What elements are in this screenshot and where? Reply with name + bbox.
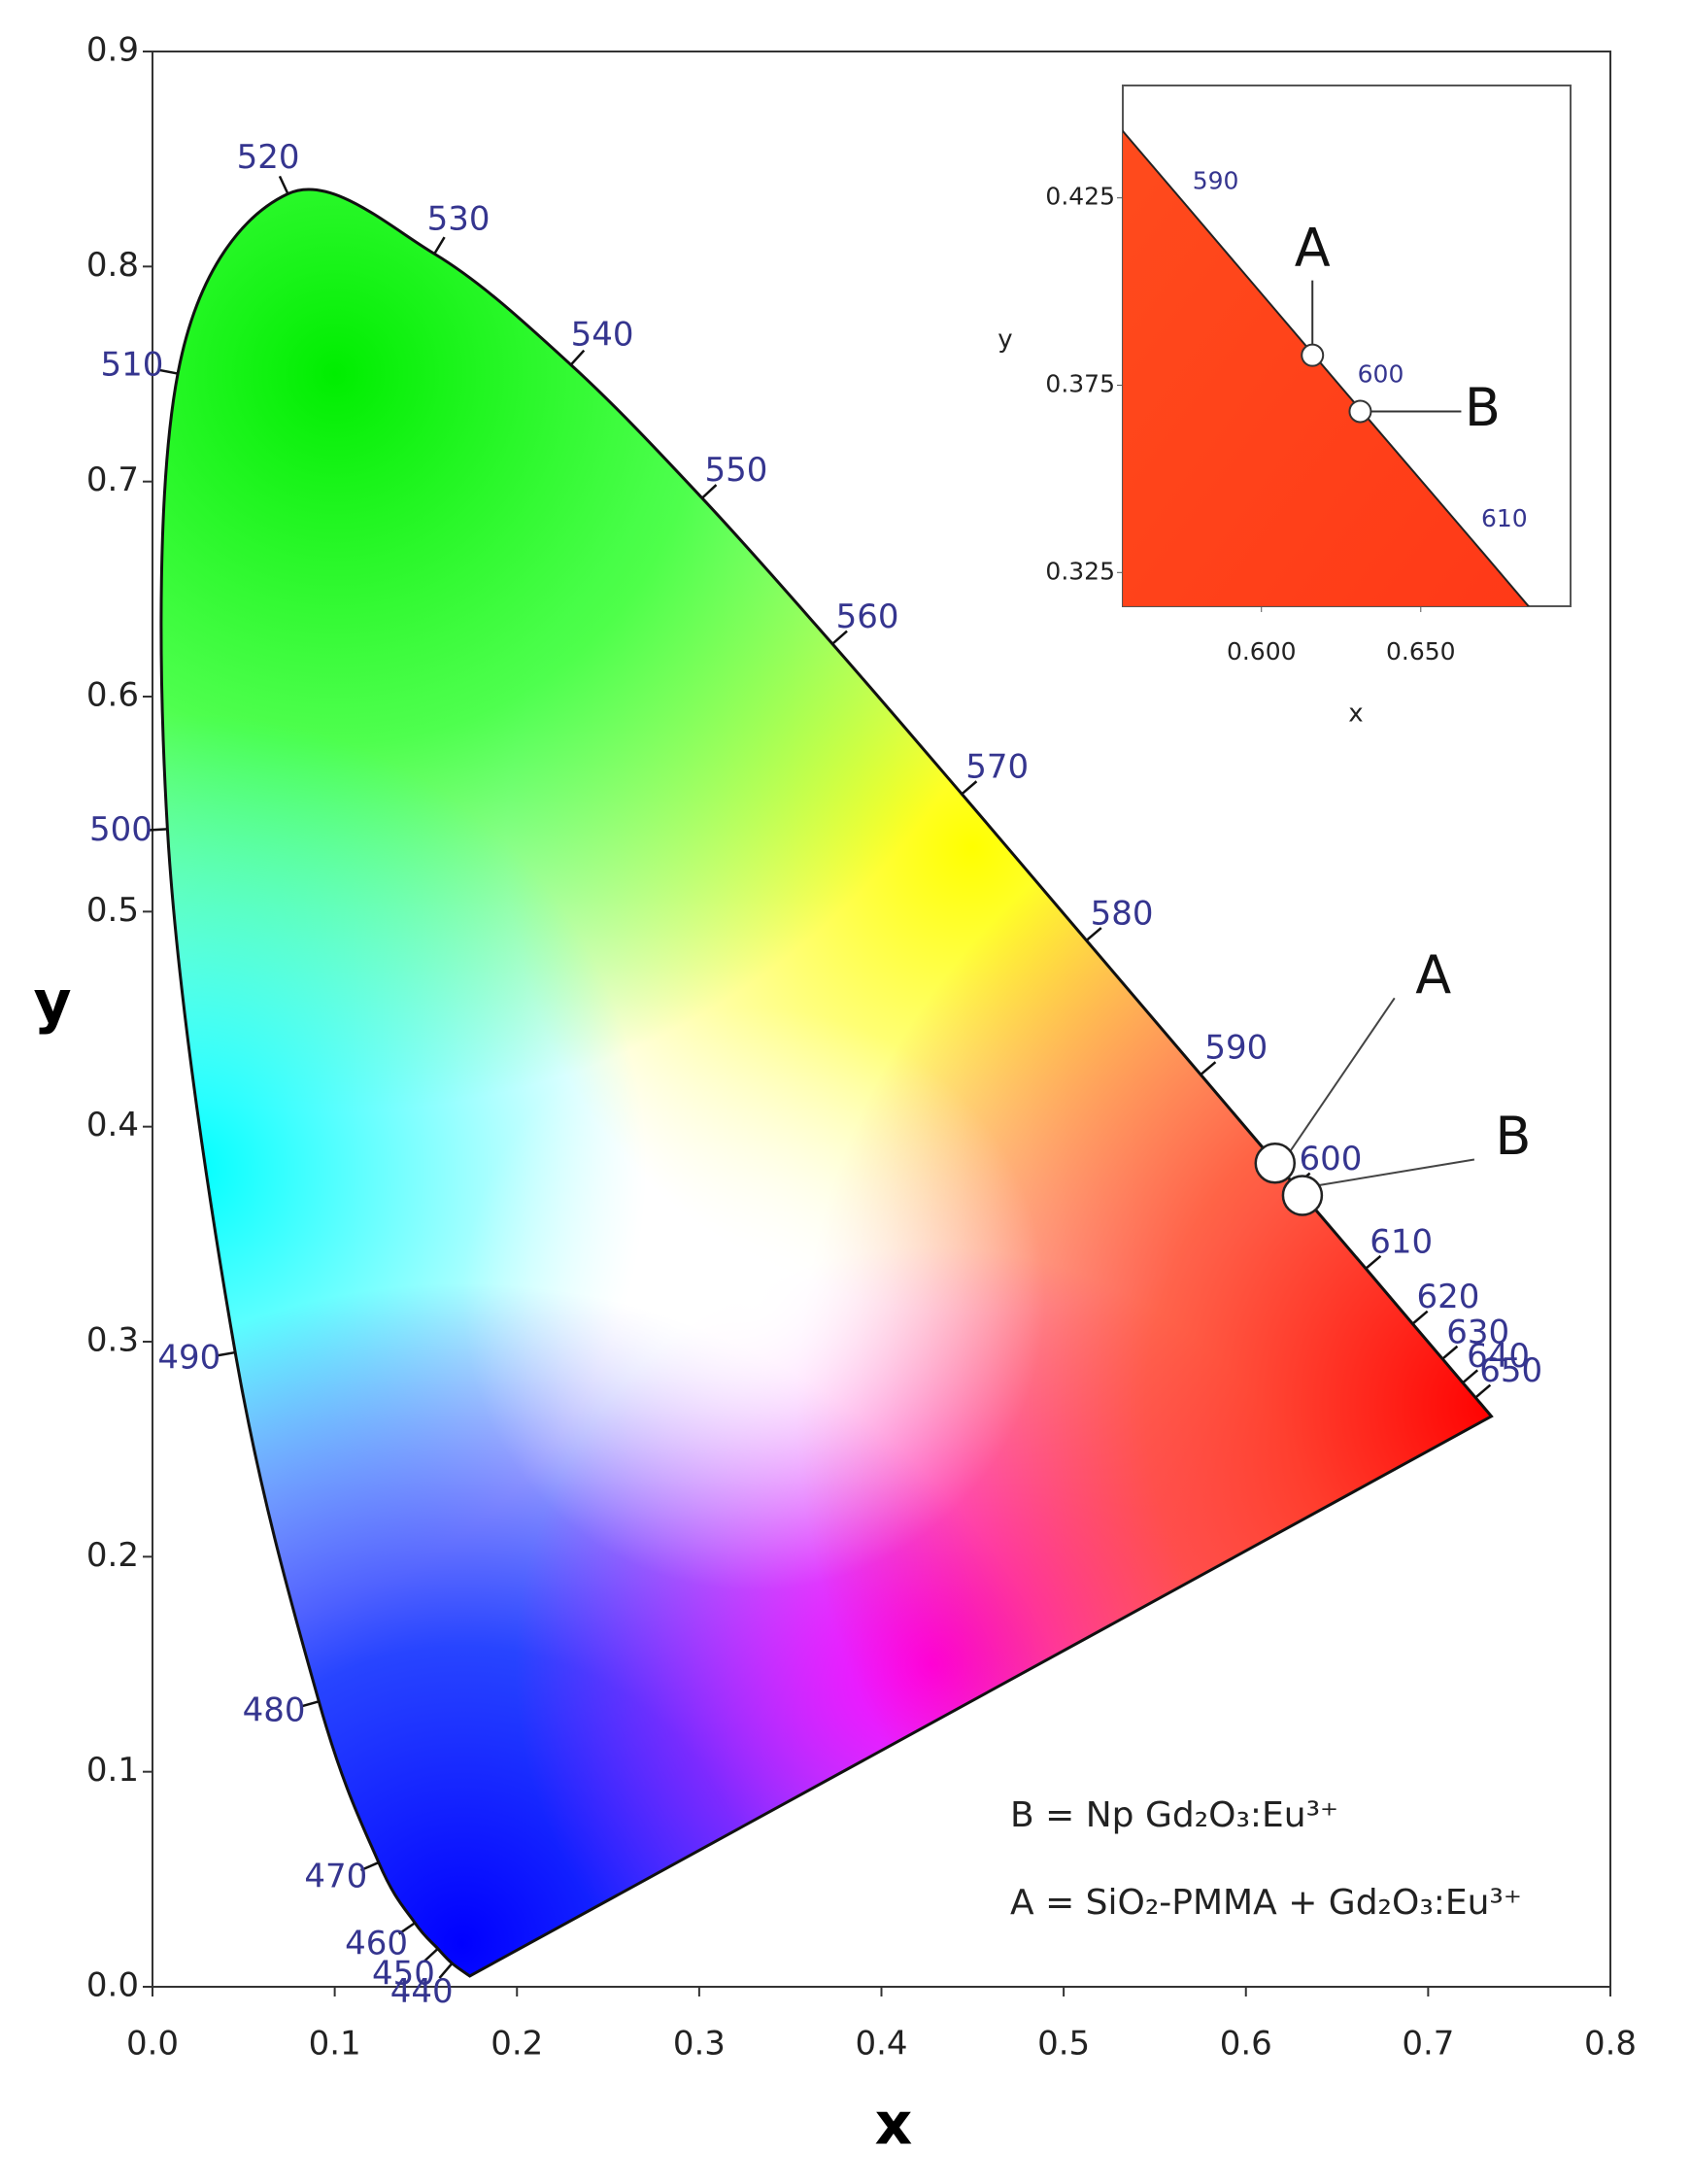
wavelength-label: 460 bbox=[345, 1924, 408, 1962]
wavelength-tick bbox=[1365, 1254, 1382, 1270]
wavelength-tick bbox=[359, 1860, 380, 1872]
x-tick-label: 0.4 bbox=[855, 2025, 907, 2064]
x-tick-label: 0.1 bbox=[309, 2025, 361, 2064]
inset-y-tick-label: 0.325 bbox=[1045, 557, 1115, 585]
wavelength-tick bbox=[1474, 1383, 1492, 1399]
wavelength-label: 450 bbox=[372, 1954, 435, 1993]
inset-y-tick-label: 0.425 bbox=[1045, 183, 1115, 211]
inset-wavelength-label: 600 bbox=[1358, 360, 1404, 389]
wavelength-tick bbox=[1085, 927, 1102, 941]
wavelength-tick bbox=[278, 175, 289, 195]
wavelength-label: 650 bbox=[1479, 1351, 1542, 1390]
wavelength-label: 490 bbox=[157, 1338, 220, 1377]
wavelength-label: 480 bbox=[243, 1691, 306, 1730]
x-tick-label: 0.5 bbox=[1037, 2025, 1090, 2064]
wavelength-label: 580 bbox=[1091, 895, 1154, 934]
x-tick-label: 0.6 bbox=[1220, 2025, 1272, 2064]
y-tick-label: 0.6 bbox=[86, 676, 139, 715]
point-label: A bbox=[1415, 944, 1451, 1006]
wavelength-label: 510 bbox=[100, 346, 163, 385]
x-tick-label: 0.2 bbox=[490, 2025, 543, 2064]
inset-point-label: A bbox=[1295, 217, 1331, 278]
x-tick-label: 0.3 bbox=[673, 2025, 726, 2064]
wavelength-label: 540 bbox=[571, 315, 634, 354]
x-axis-label: x bbox=[875, 2091, 913, 2159]
wavelength-tick bbox=[831, 630, 848, 645]
inset-y-tick-label: 0.375 bbox=[1045, 369, 1115, 397]
leader-line bbox=[1287, 997, 1396, 1154]
wavelength-label: 620 bbox=[1417, 1278, 1480, 1316]
wavelength-tick bbox=[397, 1922, 416, 1935]
wavelength-label: 560 bbox=[836, 597, 899, 636]
wavelength-label: 440 bbox=[390, 1972, 454, 2011]
wavelength-label: 640 bbox=[1467, 1337, 1530, 1376]
wavelength-tick bbox=[1441, 1345, 1459, 1360]
wavelength-label: 550 bbox=[704, 451, 767, 490]
wavelength-tick bbox=[299, 1700, 320, 1708]
inset-point bbox=[1301, 343, 1325, 367]
wavelength-tick bbox=[961, 780, 978, 796]
wavelength-tick bbox=[158, 368, 179, 375]
wavelength-label: 470 bbox=[304, 1857, 367, 1895]
inset-gamut bbox=[1123, 129, 1531, 606]
wavelength-label: 500 bbox=[89, 810, 152, 849]
inset-wavelength-label: 590 bbox=[1193, 166, 1239, 194]
wavelength-tick bbox=[438, 1962, 454, 1979]
y-axis-label: y bbox=[33, 969, 71, 1037]
point bbox=[1254, 1143, 1297, 1184]
wavelength-label: 600 bbox=[1300, 1140, 1363, 1178]
y-tick-label: 0.1 bbox=[86, 1751, 139, 1790]
leader-line bbox=[1315, 1158, 1475, 1187]
wavelength-tick bbox=[1462, 1369, 1479, 1384]
y-tick-label: 0.3 bbox=[86, 1321, 139, 1360]
y-tick-label: 0.5 bbox=[86, 891, 139, 930]
wavelength-tick bbox=[423, 1947, 439, 1963]
wavelength-tick bbox=[569, 349, 586, 366]
wavelength-tick bbox=[1411, 1310, 1429, 1325]
wavelength-tick bbox=[701, 484, 718, 499]
wavelength-tick bbox=[1200, 1061, 1217, 1076]
point-label: B bbox=[1495, 1106, 1531, 1167]
x-tick-label: 0.7 bbox=[1402, 2025, 1454, 2064]
wavelength-label: 520 bbox=[237, 138, 300, 177]
wavelength-tick bbox=[433, 236, 446, 255]
wavelength-label: 610 bbox=[1370, 1222, 1433, 1261]
wavelength-tick bbox=[148, 828, 168, 832]
inset-plot bbox=[1123, 129, 1531, 606]
inset-x-label: x bbox=[1348, 700, 1363, 729]
y-tick-label: 0.9 bbox=[86, 31, 139, 70]
inset-point-label: B bbox=[1465, 377, 1501, 438]
point bbox=[1281, 1175, 1324, 1216]
wavelength-label: 630 bbox=[1446, 1313, 1509, 1351]
inset-wavelength-label: 610 bbox=[1481, 504, 1528, 532]
legend-entry: B = Np Gd₂O₃:Eu³⁺ bbox=[1010, 1795, 1338, 1835]
x-tick-label: 0.8 bbox=[1584, 2025, 1637, 2064]
inset-y-label: y bbox=[998, 325, 1012, 355]
wavelength-label: 530 bbox=[427, 200, 490, 239]
x-tick-label: 0.0 bbox=[126, 2025, 179, 2064]
inset-x-tick-label: 0.650 bbox=[1386, 637, 1456, 665]
y-tick-label: 0.8 bbox=[86, 246, 139, 285]
legend-entry: A = SiO₂-PMMA + Gd₂O₃:Eu³⁺ bbox=[1010, 1883, 1522, 1923]
y-tick-label: 0.0 bbox=[86, 1966, 139, 2005]
wavelength-tick bbox=[216, 1350, 236, 1357]
inset-point bbox=[1348, 399, 1372, 424]
y-tick-label: 0.4 bbox=[86, 1106, 139, 1144]
y-tick-label: 0.7 bbox=[86, 461, 139, 499]
y-tick-label: 0.2 bbox=[86, 1536, 139, 1575]
spectral-locus bbox=[159, 188, 1494, 1978]
wavelength-label: 570 bbox=[965, 748, 1029, 787]
wavelength-label: 590 bbox=[1204, 1029, 1268, 1068]
inset-x-tick-label: 0.600 bbox=[1227, 637, 1297, 665]
